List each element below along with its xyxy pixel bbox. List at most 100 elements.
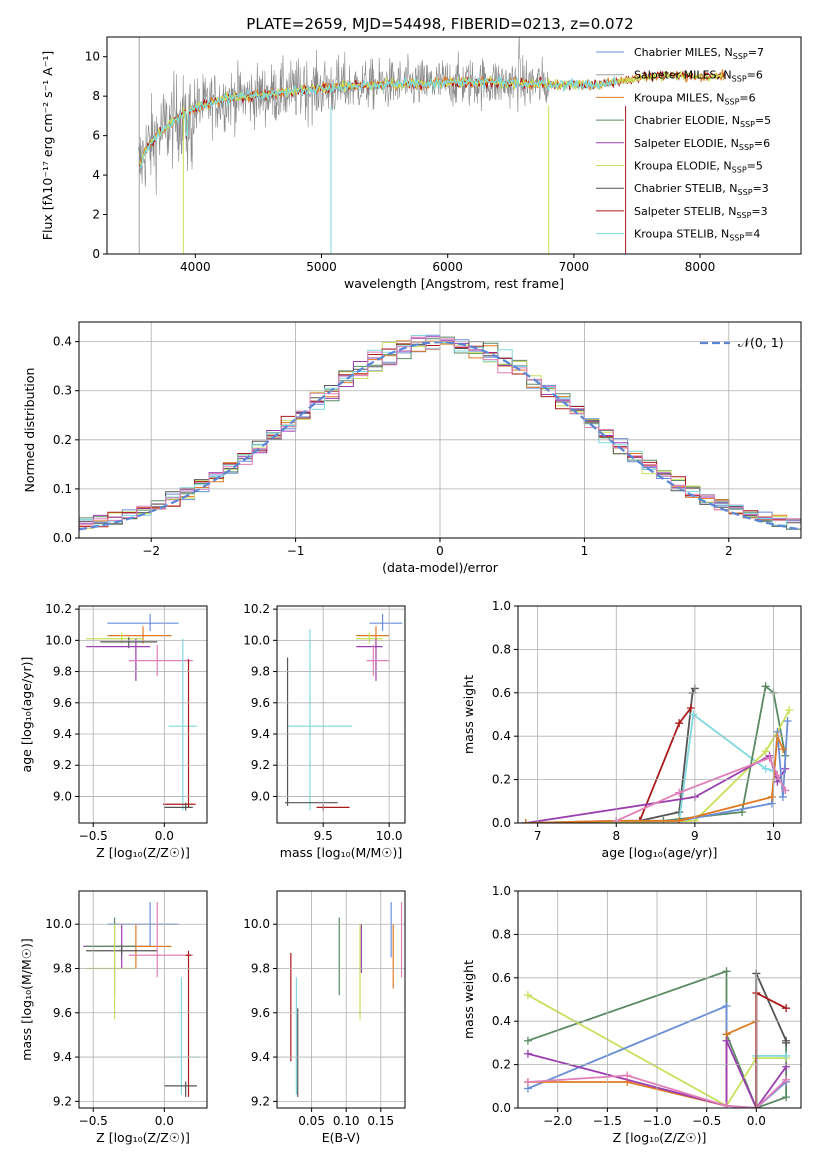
data-point <box>287 629 353 811</box>
series-marker <box>785 706 794 715</box>
series-marker <box>521 819 530 823</box>
legend-label: Salpeter STELIB, NSSP=3 <box>634 205 768 220</box>
y-tick-label: 6 <box>92 129 100 143</box>
series-pink <box>612 753 790 823</box>
data-point <box>162 659 196 808</box>
x-axis-label: Z [log₁₀(Z/Z☉)] <box>96 845 190 860</box>
series-line <box>527 970 787 1108</box>
y-tick-label: 0.8 <box>492 642 511 656</box>
data-point <box>128 902 193 978</box>
series-marker <box>782 1062 791 1071</box>
data-point <box>369 613 403 631</box>
y-tick-label: 10.2 <box>45 602 72 616</box>
x-tick-label: 8 <box>612 829 620 843</box>
x-tick-label: 0.0 <box>155 1114 174 1128</box>
y-tick-label: 9.4 <box>251 1050 270 1064</box>
y-tick-label: 9.0 <box>53 789 72 803</box>
series-marker <box>782 1038 791 1047</box>
observed-spectrum-line <box>138 37 627 196</box>
legend-label: 𝒩(0, 1) <box>738 335 784 350</box>
y-tick-label: 0.6 <box>492 686 511 700</box>
data-point <box>168 638 198 811</box>
series-chabrier_stelib <box>752 969 791 1108</box>
series-marker <box>722 1002 731 1011</box>
y-tick-label: 9.8 <box>251 665 270 679</box>
series-salpeter_elodie <box>521 751 790 823</box>
y-tick-label: 9.8 <box>53 665 72 679</box>
series-marker <box>782 1051 791 1060</box>
series-marker <box>761 682 770 691</box>
legend-label: Kroupa MILES, NSSP=6 <box>634 91 756 106</box>
y-tick-label: 0 <box>92 247 100 261</box>
x-tick-label: −0.5 <box>692 1114 721 1128</box>
data-point <box>164 802 193 811</box>
series-chabrier_elodie <box>521 682 790 823</box>
series-marker <box>782 1075 791 1084</box>
mass-weight-vs-Z-plot-area <box>523 967 791 1108</box>
legend-entry: Kroupa ELODIE, NSSP=5 <box>596 160 763 175</box>
series-marker <box>761 764 770 773</box>
spectrum-panel: 4000 5000 6000 7000 8000 0 2 4 6 8 10 wavelength [A… <box>40 36 802 291</box>
y-tick-label: 10.0 <box>243 917 270 931</box>
y-tick-label: 0.2 <box>492 1058 511 1072</box>
y-tick-label: 9.6 <box>53 696 72 710</box>
data-point <box>164 977 200 1095</box>
series-marker <box>722 1101 731 1108</box>
y-tick-label: 4 <box>92 168 100 182</box>
y-tick-label: 9.4 <box>53 1050 72 1064</box>
data-point <box>356 626 390 644</box>
data-point <box>164 1081 198 1097</box>
y-tick-label: 0.4 <box>492 1014 511 1028</box>
y-tick-label: 0.0 <box>53 531 72 545</box>
series-kroupa_miles <box>521 732 787 823</box>
legend-label: Salpeter ELODIE, NSSP=6 <box>634 137 770 152</box>
y-tick-label: 0.4 <box>492 729 511 743</box>
x-tick-label: 0.0 <box>155 829 174 843</box>
y-tick-label: 0.1 <box>53 482 72 496</box>
legend-entry: Kroupa MILES, NSSP=6 <box>596 91 756 106</box>
x-tick-label: 0.0 <box>747 1114 766 1128</box>
x-tick-label: 8000 <box>685 260 716 274</box>
legend-entry: Salpeter ELODIE, NSSP=6 <box>596 137 770 152</box>
x-tick-label: 0.10 <box>333 1114 360 1128</box>
x-tick-label: 2 <box>725 544 733 558</box>
series-marker <box>523 1077 532 1086</box>
y-tick-label: 0.2 <box>492 773 511 787</box>
y-tick-label: 9.0 <box>251 789 270 803</box>
legend-entry: Chabrier MILES, NSSP=7 <box>596 46 764 61</box>
mass-vs-Z-panel: −0.5 0.0 9.2 9.4 9.6 9.8 10.0 Z [log₁₀(Z/Z☉)] ma… <box>19 890 208 1145</box>
series-marker <box>675 788 684 797</box>
legend-entry: Chabrier ELODIE, NSSP=5 <box>596 114 771 129</box>
series-marker <box>523 991 532 1000</box>
mass-vs-Z-plot-area <box>83 902 200 1097</box>
y-tick-label: 1.0 <box>492 884 511 898</box>
series-marker <box>781 786 790 795</box>
y-tick-label: 9.4 <box>53 727 72 741</box>
y-tick-label: 9.2 <box>53 758 72 772</box>
spectrum-frame <box>106 36 802 255</box>
mass-weight-vs-Z-frame <box>517 890 802 1109</box>
x-axis-label: E(B-V) <box>322 1130 361 1145</box>
series-marker <box>765 753 774 762</box>
mass-vs-ebv-panel: 0.05 0.10 0.15 9.2 9.4 9.6 9.8 10.0 E(B-V) <box>243 890 406 1145</box>
y-tick-label: 9.4 <box>251 727 270 741</box>
series-line <box>615 756 787 822</box>
x-axis-label: Z [log₁₀(Z/Z☉)] <box>613 1130 707 1145</box>
y-axis-label: age [log₁₀(age/yr)] <box>19 657 34 773</box>
legend-label: Chabrier ELODIE, NSSP=5 <box>634 114 771 129</box>
x-tick-label: 9.5 <box>314 829 333 843</box>
x-tick-label: −1.0 <box>642 1114 671 1128</box>
x-tick-label: 5000 <box>306 260 337 274</box>
y-tick-label: 0.2 <box>53 433 72 447</box>
y-axis-label: Flux [fλ10⁻¹⁷ erg cm⁻² s⁻¹ A⁻¹] <box>40 51 55 240</box>
legend-entry: Salpeter STELIB, NSSP=3 <box>596 205 768 220</box>
x-tick-label: 9 <box>691 829 699 843</box>
series-line <box>755 1055 787 1108</box>
x-axis-label: wavelength [Angstrom, rest frame] <box>344 276 564 291</box>
series-marker <box>761 747 770 756</box>
legend-label: Kroupa STELIB, NSSP=4 <box>634 228 760 243</box>
mass-weight-vs-Z-panel: −2.0 −1.5 −1.0 −0.5 0.0 0.0 0.2 0.4 0.6 0.8 1.0 Z [… <box>461 884 802 1145</box>
x-tick-label: −2 <box>142 544 160 558</box>
x-tick-label: 0.15 <box>367 1114 394 1128</box>
y-tick-label: 9.6 <box>251 1006 270 1020</box>
